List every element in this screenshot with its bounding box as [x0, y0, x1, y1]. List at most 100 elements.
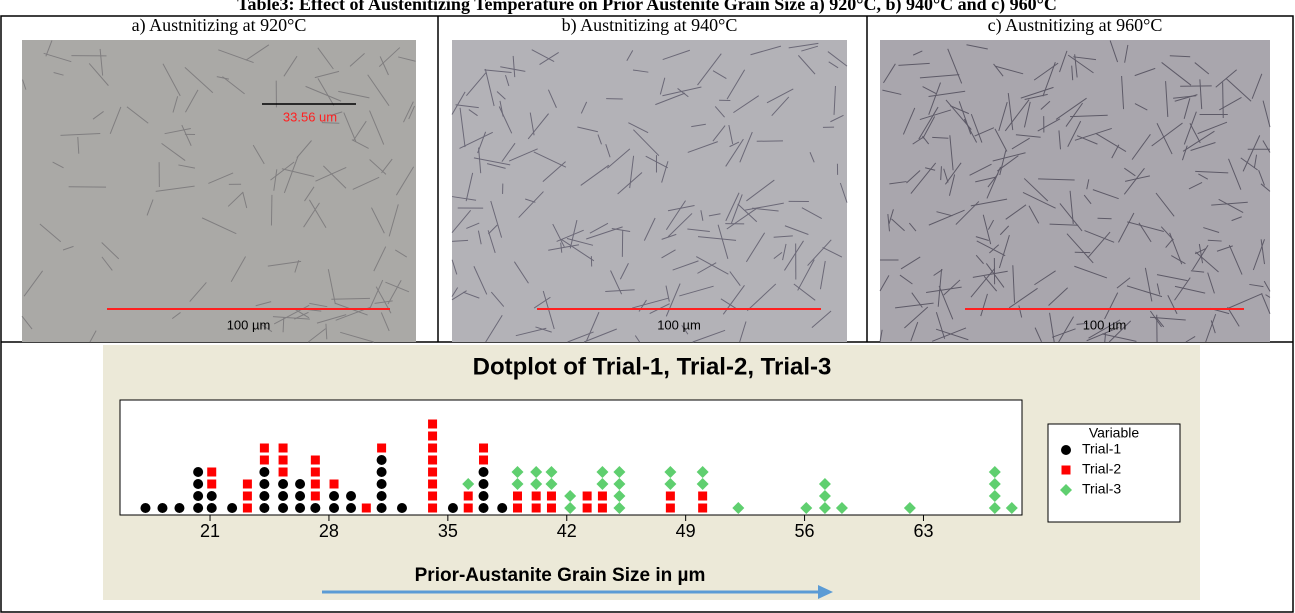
x-tick-label: 56 [795, 521, 815, 541]
dot [547, 492, 556, 501]
dot [260, 456, 269, 465]
dot [329, 491, 339, 501]
dot [513, 492, 522, 501]
dot [464, 504, 473, 513]
dot [311, 468, 320, 477]
measure-label: 33.56 um [283, 109, 337, 124]
dot [157, 503, 167, 513]
dot [547, 504, 556, 513]
dot [377, 455, 387, 465]
x-tick-label: 35 [438, 521, 458, 541]
chart-title: Dotplot of Trial-1, Trial-2, Trial-3 [473, 353, 832, 380]
dot [279, 468, 288, 477]
dot [207, 503, 217, 513]
dot [207, 480, 216, 489]
dot [479, 467, 489, 477]
dot [377, 491, 387, 501]
dot [428, 492, 437, 501]
dot [140, 503, 150, 513]
dot [397, 503, 407, 513]
dot [310, 503, 320, 513]
dot [278, 479, 288, 489]
dot [598, 492, 607, 501]
dot [497, 503, 507, 513]
dot [698, 504, 707, 513]
dot [428, 420, 437, 429]
dot [377, 444, 386, 453]
dot [227, 503, 237, 513]
x-tick-label: 28 [319, 521, 339, 541]
legend-marker [1061, 445, 1071, 455]
dot [259, 491, 269, 501]
dot [207, 468, 216, 477]
dot [428, 432, 437, 441]
dot [377, 479, 387, 489]
x-axis-title: Prior-Austanite Grain Size in µm [415, 565, 706, 586]
dot [698, 492, 707, 501]
dot [330, 480, 339, 489]
dot [311, 492, 320, 501]
micrograph [880, 40, 1270, 342]
dot [207, 491, 217, 501]
dot [311, 456, 320, 465]
dot [329, 503, 339, 513]
dot [259, 503, 269, 513]
dot [346, 491, 356, 501]
dot [278, 503, 288, 513]
dot [295, 479, 305, 489]
micrograph [22, 40, 416, 342]
dot [193, 467, 203, 477]
dot [583, 504, 592, 513]
x-tick-label: 63 [913, 521, 933, 541]
dot [346, 503, 356, 513]
legend-label: Trial-3 [1082, 481, 1121, 497]
dot [532, 492, 541, 501]
dot [243, 480, 252, 489]
dot [362, 504, 371, 513]
dot [193, 479, 203, 489]
dot [243, 504, 252, 513]
dot [464, 492, 473, 501]
dot [479, 491, 489, 501]
dot [598, 504, 607, 513]
dot [243, 492, 252, 501]
dot [428, 468, 437, 477]
dot [479, 503, 489, 513]
scale-label: 100 µm [657, 317, 701, 332]
legend-title: Variable [1089, 425, 1140, 441]
dot [377, 503, 387, 513]
dot [666, 504, 675, 513]
dot [666, 492, 675, 501]
dot [479, 456, 488, 465]
dot [479, 479, 489, 489]
legend-marker [1062, 466, 1071, 475]
panel-caption: b) Austnitizing at 940°C [562, 15, 738, 36]
dot [193, 503, 203, 513]
scale-label: 100 µm [1083, 317, 1127, 332]
x-tick-label: 49 [676, 521, 696, 541]
dot [428, 480, 437, 489]
dot [279, 444, 288, 453]
dot [428, 456, 437, 465]
page: Table3: Effect of Austenitizing Temperat… [0, 0, 1295, 613]
dot [193, 491, 203, 501]
micrograph [452, 40, 847, 342]
dot [428, 504, 437, 513]
dot [583, 492, 592, 501]
dot [513, 504, 522, 513]
dot [174, 503, 184, 513]
x-tick-label: 21 [200, 521, 220, 541]
dot [295, 491, 305, 501]
dot [279, 456, 288, 465]
dot [295, 503, 305, 513]
legend-label: Trial-2 [1082, 461, 1121, 477]
dot [259, 467, 269, 477]
legend-label: Trial-1 [1082, 441, 1121, 457]
dot [259, 479, 269, 489]
dot [377, 467, 387, 477]
dot [260, 444, 269, 453]
dot [428, 444, 437, 453]
dot [278, 491, 288, 501]
grain-line [1223, 82, 1224, 118]
x-tick-label: 42 [557, 521, 577, 541]
